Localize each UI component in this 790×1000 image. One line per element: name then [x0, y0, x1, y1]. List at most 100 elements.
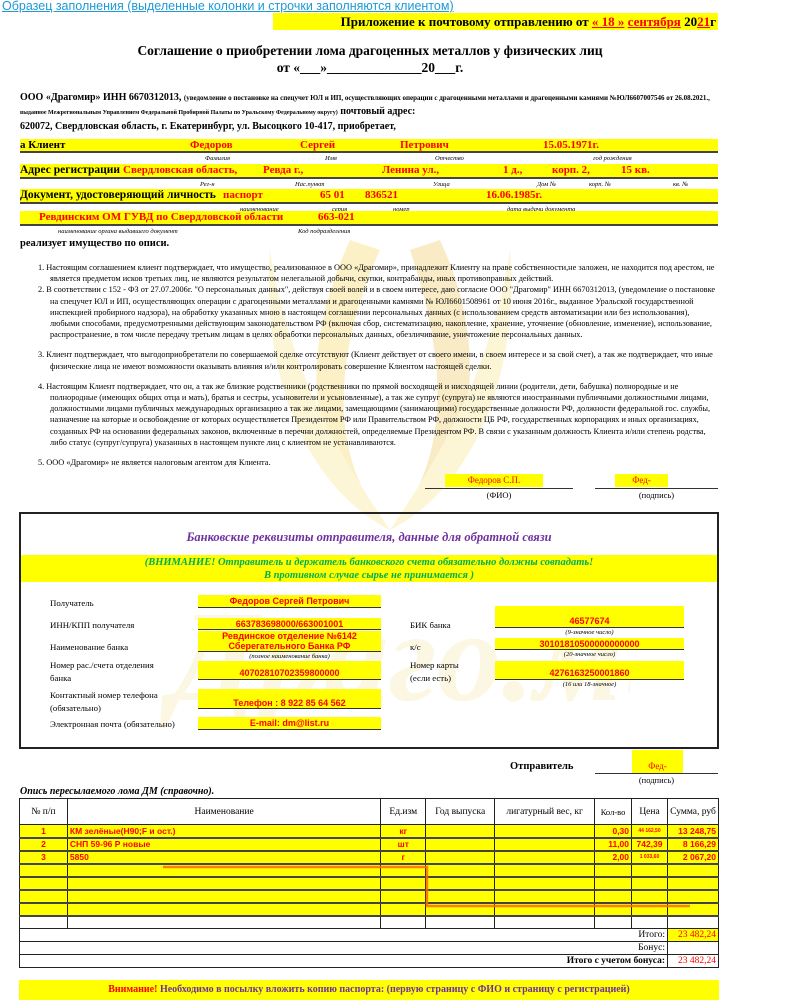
cell-unit[interactable]: г: [380, 850, 427, 865]
registration-label: Адрес регистрации: [20, 164, 121, 176]
term-item: 5. ООО «Драгомир» не является налоговым …: [38, 458, 271, 468]
bank-title: Банковские реквизиты отправителя, данные…: [186, 530, 552, 544]
caption-region: Рег-н: [200, 181, 215, 188]
bank-name-line-1: Ревдинское отделение №6142: [222, 631, 357, 641]
bank-name-field[interactable]: Ревдинское отделение №6142 Сберегательног…: [198, 631, 381, 652]
caption-name: Имя: [325, 155, 337, 162]
header-month: сентября: [627, 14, 681, 29]
cell-number[interactable]: 3: [19, 850, 68, 865]
reg-city[interactable]: Ревда г.,: [263, 164, 304, 176]
fio-field[interactable]: Федоров С.П.: [445, 474, 543, 487]
header-prefix: Приложение к почтовому отправлению от: [340, 14, 589, 29]
signature-field[interactable]: Фед-: [615, 474, 668, 487]
cell-number[interactable]: 1: [19, 824, 68, 839]
doc-number[interactable]: 836521: [365, 189, 398, 201]
caption-korp: корп. №: [589, 181, 611, 188]
doc-issuer[interactable]: Ревдинским ОМ ГУВД по Свердловской облас…: [39, 211, 284, 223]
cell-name[interactable]: 5850: [66, 850, 382, 865]
empty-row[interactable]: [19, 889, 719, 904]
account-label-2: банка: [50, 673, 72, 683]
cell-weight[interactable]: [494, 850, 596, 865]
empty-row[interactable]: [19, 876, 719, 891]
company-lead: ООО «Драгомир» ИНН 6670312013,: [20, 92, 182, 103]
empty-row[interactable]: [19, 863, 719, 878]
cell-number[interactable]: 2: [19, 837, 68, 852]
card-field[interactable]: 4276163250001860: [495, 661, 684, 680]
cell-year[interactable]: [425, 824, 496, 839]
cell-qty[interactable]: 11,00: [594, 837, 633, 852]
card-note: (16 или 18-значное): [562, 681, 617, 688]
cell-qty[interactable]: 0,30: [594, 824, 633, 839]
cell-year[interactable]: [425, 837, 496, 852]
email-field[interactable]: E-mail: dm@list.ru: [198, 717, 381, 730]
cell-unit[interactable]: кг: [380, 824, 427, 839]
sample-instructions-link[interactable]: Образец заполнения (выделенные колонки и…: [2, 0, 454, 13]
client-birthdate[interactable]: 15.05.1971г.: [543, 139, 600, 151]
total-value: 23 482,24: [667, 928, 719, 942]
reg-korp[interactable]: корп. 2,: [552, 164, 590, 176]
grand-total-row: Итого с учетом бонуса: 23 482,24: [19, 954, 719, 968]
header-year-suffix: г: [710, 14, 716, 29]
term-item: 4. Настоящим Клиент подтверждает, что он…: [38, 381, 711, 447]
client-patronymic[interactable]: Петрович: [400, 139, 449, 151]
card-label: Номер карты: [410, 660, 459, 670]
caption-issue-date: дата выдачи документа: [507, 206, 576, 213]
cell-sum[interactable]: 2 067,20: [667, 850, 719, 865]
cell-qty[interactable]: 2,00: [594, 850, 633, 865]
doc-type[interactable]: паспорт: [223, 189, 263, 201]
inventory-title: Опись пересылаемого лома ДМ (справочно).: [20, 786, 215, 797]
cell-name[interactable]: КМ зелёные(Н90;F и ост.): [66, 824, 382, 839]
client-surname[interactable]: Федоров: [190, 139, 233, 151]
bank-name-label: Наименование банка: [50, 642, 129, 652]
cell-name[interactable]: СНП 59-96 Р новые: [66, 837, 382, 852]
recipient-field[interactable]: Федоров Сергей Петрович: [198, 595, 381, 608]
sender-label: Отправитель: [510, 761, 574, 772]
caption-locality: Нас.пункт: [295, 181, 325, 188]
account-field[interactable]: 40702810702359800000: [198, 661, 381, 680]
id-document-row: Документ, удостоверяющий личность паспор…: [20, 189, 718, 204]
ks-note: (20-значное число): [563, 651, 616, 658]
inn-field[interactable]: 663783698000/663001001: [198, 618, 381, 630]
doc-series[interactable]: 65 01: [320, 189, 345, 201]
ks-field[interactable]: 30101810500000000000: [495, 638, 684, 650]
grand-total-value: 23 482,24: [667, 954, 719, 968]
bik-field[interactable]: 46577674: [495, 606, 684, 628]
phone-field[interactable]: Телефон : 8 922 85 64 562: [198, 689, 381, 709]
cell-weight[interactable]: [494, 824, 596, 839]
cell-unit[interactable]: шт: [380, 837, 427, 852]
company-info: ООО «Драгомир» ИНН 6670312013, (уведомле…: [20, 91, 720, 133]
table-row: 1 КМ зелёные(Н90;F и ост.) кг 0,30 44 162,50…: [19, 824, 719, 839]
doc-dept-code[interactable]: 663-021: [318, 211, 355, 223]
cell-year[interactable]: [425, 850, 496, 865]
table-row: 2 СНП 59-96 Р новые шт 11,00 742,39 8 166,29: [19, 837, 719, 852]
cell-price[interactable]: 742,39: [631, 837, 668, 852]
client-name-row: а Клиент Федоров Сергей Петрович 15.05.1…: [20, 139, 718, 153]
caption-house: Дом №: [537, 181, 557, 188]
term-item: 1. Настоящим соглашением клиент подтверж…: [38, 263, 715, 284]
cell-sum[interactable]: 8 166,29: [667, 837, 719, 852]
col-qty: Кол-во: [594, 798, 633, 825]
doc-issue-date[interactable]: 16.06.1985г.: [486, 189, 543, 201]
caption-series: серия: [332, 206, 348, 213]
col-name: Наименование: [66, 798, 382, 825]
cell-price[interactable]: 1 033,60: [631, 850, 668, 865]
reg-flat[interactable]: 15 кв.: [621, 164, 650, 176]
fio-caption: (ФИО): [486, 490, 512, 500]
card-label-2: (если есть): [410, 673, 452, 683]
caption-doc-type: наименование: [240, 206, 279, 213]
signature-caption: (подпись): [638, 490, 675, 500]
cell-sum[interactable]: 13 248,75: [667, 824, 719, 839]
reg-region[interactable]: Свердловская область,: [123, 164, 238, 176]
header-year-prefix: 20: [684, 14, 698, 29]
col-unit: Ед.изм: [380, 798, 427, 825]
client-name[interactable]: Сергей: [300, 139, 336, 151]
signature-line: [595, 488, 718, 489]
reg-house[interactable]: 1 д.,: [503, 164, 523, 176]
reg-street[interactable]: Ленина ул.,: [382, 164, 440, 176]
bik-label: БИК банка: [410, 620, 451, 630]
sender-signature-field[interactable]: Фед-: [632, 750, 683, 773]
cell-price[interactable]: 44 162,50: [631, 824, 668, 839]
bank-warning: (ВНИМАНИЕ! Отправитель и держатель банко…: [21, 555, 717, 582]
passport-copy-notice: Внимание! Необходимо в посылку вложить к…: [19, 980, 719, 1000]
